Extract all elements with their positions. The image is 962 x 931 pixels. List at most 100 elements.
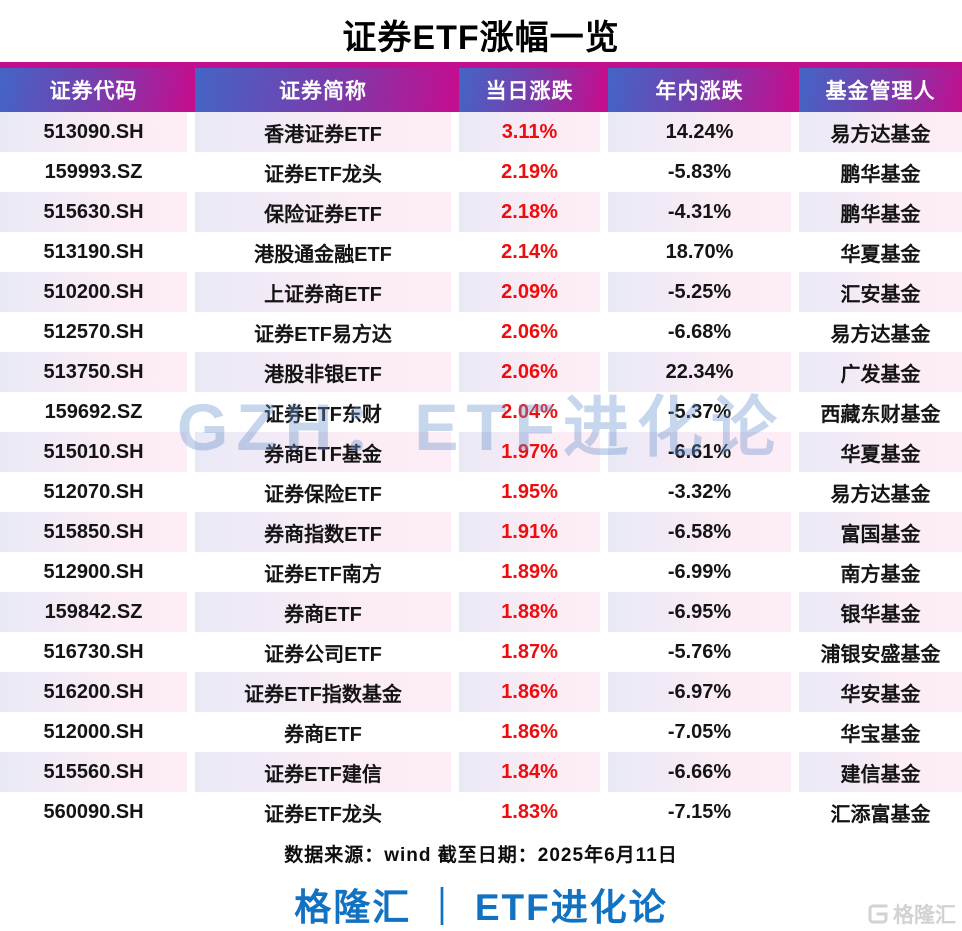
table-row: 516200.SH 证券ETF指数基金 1.86% -6.97% 华安基金	[0, 672, 962, 712]
table-cell: 易方达基金	[799, 312, 962, 352]
table-cell: 159993.SZ	[0, 152, 187, 192]
table-cell: 516200.SH	[0, 672, 187, 712]
table-cell: 上证券商ETF	[195, 272, 451, 312]
table-row: 159842.SZ 券商ETF 1.88% -6.95% 银华基金	[0, 592, 962, 632]
table-cell: 1.83%	[459, 792, 600, 832]
table-row: 513090.SH 香港证券ETF 3.11% 14.24% 易方达基金	[0, 112, 962, 152]
table-cell: 18.70%	[608, 232, 791, 272]
table-cell: 515010.SH	[0, 432, 187, 472]
table-cell: 证券ETF指数基金	[195, 672, 451, 712]
table-cell: 华夏基金	[799, 432, 962, 472]
table-body: 513090.SH 香港证券ETF 3.11% 14.24% 易方达基金 159993.S…	[0, 112, 962, 832]
table-cell: 1.84%	[459, 752, 600, 792]
table-cell: 2.09%	[459, 272, 600, 312]
table-cell: -6.61%	[608, 432, 791, 472]
table-cell: 2.06%	[459, 352, 600, 392]
table-cell: 富国基金	[799, 512, 962, 552]
table-cell: 516730.SH	[0, 632, 187, 672]
table-row: 513750.SH 港股非银ETF 2.06% 22.34% 广发基金	[0, 352, 962, 392]
table-row: 510200.SH 上证券商ETF 2.09% -5.25% 汇安基金	[0, 272, 962, 312]
table-cell: 2.18%	[459, 192, 600, 232]
table-cell: 1.86%	[459, 672, 600, 712]
table-cell: 2.04%	[459, 392, 600, 432]
table-cell: 1.91%	[459, 512, 600, 552]
table-row: 512570.SH 证券ETF易方达 2.06% -6.68% 易方达基金	[0, 312, 962, 352]
table-row: 515560.SH 证券ETF建信 1.84% -6.66% 建信基金	[0, 752, 962, 792]
header-cell-0: 证券代码	[0, 68, 187, 112]
table-cell: 券商ETF基金	[195, 432, 451, 472]
table-cell: 513090.SH	[0, 112, 187, 152]
table-cell: 513750.SH	[0, 352, 187, 392]
table-cell: -7.15%	[608, 792, 791, 832]
table-cell: 易方达基金	[799, 112, 962, 152]
table-cell: 建信基金	[799, 752, 962, 792]
table-cell: 513190.SH	[0, 232, 187, 272]
table-cell: 券商ETF	[195, 712, 451, 752]
table-cell: 易方达基金	[799, 472, 962, 512]
table-cell: 159692.SZ	[0, 392, 187, 432]
header-cell-2: 当日涨跌	[459, 68, 600, 112]
table-cell: 2.06%	[459, 312, 600, 352]
table-cell: 汇添富基金	[799, 792, 962, 832]
table-row: 516730.SH 证券公司ETF 1.87% -5.76% 浦银安盛基金	[0, 632, 962, 672]
table-cell: 广发基金	[799, 352, 962, 392]
table-cell: 3.11%	[459, 112, 600, 152]
table-cell: -7.05%	[608, 712, 791, 752]
table-cell: 华宝基金	[799, 712, 962, 752]
header-cell-1: 证券简称	[195, 68, 451, 112]
table-cell: -5.37%	[608, 392, 791, 432]
table-cell: 1.87%	[459, 632, 600, 672]
table-cell: 证券公司ETF	[195, 632, 451, 672]
table-cell: 南方基金	[799, 552, 962, 592]
table-cell: 22.34%	[608, 352, 791, 392]
table-cell: 西藏东财基金	[799, 392, 962, 432]
brand-line: 格隆汇 ｜ ETF进化论 格隆汇	[0, 877, 962, 931]
table-cell: 华安基金	[799, 672, 962, 712]
table-cell: 512070.SH	[0, 472, 187, 512]
table-cell: 1.88%	[459, 592, 600, 632]
table-row: 515010.SH 券商ETF基金 1.97% -6.61% 华夏基金	[0, 432, 962, 472]
page-title: 证券ETF涨幅一览	[342, 19, 620, 57]
brand-title: 格隆汇 ｜ ETF进化论	[294, 887, 668, 928]
table-row: 513190.SH 港股通金融ETF 2.14% 18.70% 华夏基金	[0, 232, 962, 272]
gelonghui-logo-text: 格隆汇	[893, 904, 956, 927]
table-cell: 浦银安盛基金	[799, 632, 962, 672]
table-cell: -5.83%	[608, 152, 791, 192]
table-cell: -5.25%	[608, 272, 791, 312]
table-cell: 1.86%	[459, 712, 600, 752]
table-cell: 515630.SH	[0, 192, 187, 232]
table-cell: 2.14%	[459, 232, 600, 272]
table-cell: -6.68%	[608, 312, 791, 352]
table-cell: 515560.SH	[0, 752, 187, 792]
table-cell: 鹏华基金	[799, 152, 962, 192]
table-cell: 港股非银ETF	[195, 352, 451, 392]
table-cell: 证券ETF建信	[195, 752, 451, 792]
table-cell: 证券保险ETF	[195, 472, 451, 512]
table-cell: 券商ETF	[195, 592, 451, 632]
table-row: 512900.SH 证券ETF南方 1.89% -6.99% 南方基金	[0, 552, 962, 592]
table-row: 515850.SH 券商指数ETF 1.91% -6.58% 富国基金	[0, 512, 962, 552]
table-cell: -6.58%	[608, 512, 791, 552]
header-cell-4: 基金管理人	[799, 68, 962, 112]
table-row: 159993.SZ 证券ETF龙头 2.19% -5.83% 鹏华基金	[0, 152, 962, 192]
table-row: 515630.SH 保险证券ETF 2.18% -4.31% 鹏华基金	[0, 192, 962, 232]
table-cell: 560090.SH	[0, 792, 187, 832]
table-cell: 159842.SZ	[0, 592, 187, 632]
table-row: 512000.SH 券商ETF 1.86% -7.05% 华宝基金	[0, 712, 962, 752]
table-cell: 2.19%	[459, 152, 600, 192]
table-cell: -6.66%	[608, 752, 791, 792]
table-cell: 证券ETF东财	[195, 392, 451, 432]
table-cell: 证券ETF南方	[195, 552, 451, 592]
table-cell: 证券ETF龙头	[195, 152, 451, 192]
table-cell: 515850.SH	[0, 512, 187, 552]
gelonghui-logo-icon	[868, 904, 888, 924]
table-cell: 证券ETF易方达	[195, 312, 451, 352]
table-cell: 1.95%	[459, 472, 600, 512]
table-cell: 券商指数ETF	[195, 512, 451, 552]
table-cell: 保险证券ETF	[195, 192, 451, 232]
table-row: 159692.SZ 证券ETF东财 2.04% -5.37% 西藏东财基金	[0, 392, 962, 432]
table-cell: -6.99%	[608, 552, 791, 592]
table-cell: 证券ETF龙头	[195, 792, 451, 832]
header-cell-3: 年内涨跌	[608, 68, 791, 112]
